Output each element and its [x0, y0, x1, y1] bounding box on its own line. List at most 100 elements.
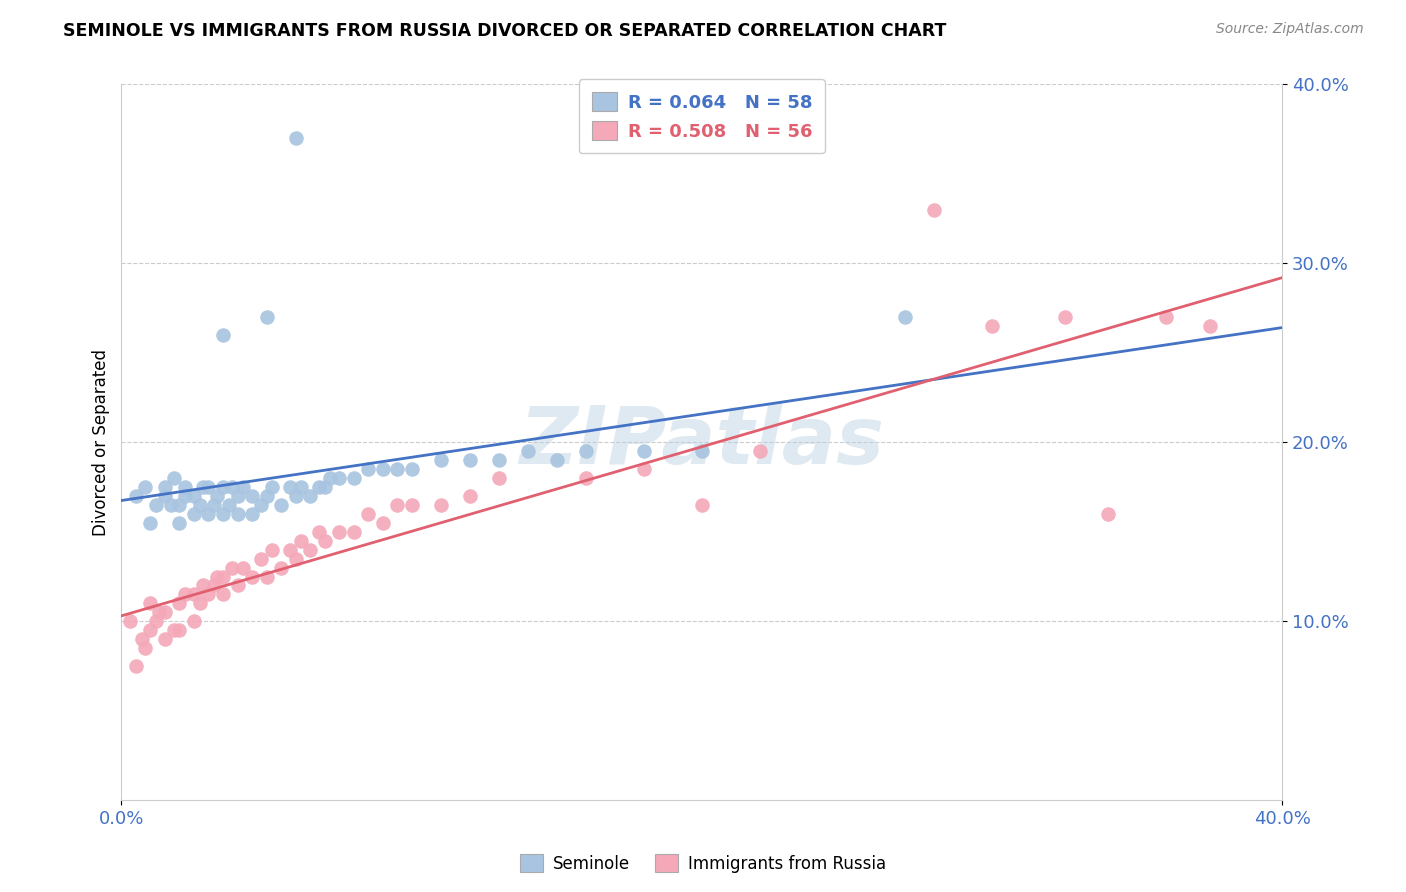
Point [240, 507, 263, 521]
Point [153, 632, 176, 647]
Point [1198, 318, 1220, 333]
Point [314, 480, 336, 494]
Point [690, 444, 713, 458]
Point [205, 489, 228, 503]
Point [894, 310, 917, 324]
Point [197, 587, 219, 601]
Point [284, 551, 307, 566]
Point [240, 569, 263, 583]
Point [240, 489, 263, 503]
Point [174, 480, 197, 494]
Point [212, 507, 235, 521]
Point [748, 444, 770, 458]
Point [159, 498, 181, 512]
Point [134, 480, 156, 494]
Point [139, 624, 162, 638]
Point [212, 569, 235, 583]
Point [270, 498, 292, 512]
Point [401, 498, 423, 512]
Point [342, 471, 364, 485]
Point [139, 516, 162, 530]
Point [174, 489, 197, 503]
Point [299, 489, 322, 503]
Point [308, 480, 330, 494]
Point [183, 587, 205, 601]
Legend: R = 0.064   N = 58, R = 0.508   N = 56: R = 0.064 N = 58, R = 0.508 N = 56 [579, 79, 825, 153]
Point [1097, 507, 1119, 521]
Point [299, 542, 322, 557]
Point [191, 480, 214, 494]
Point [169, 596, 191, 610]
Point [357, 462, 380, 476]
Point [371, 516, 394, 530]
Point [197, 480, 219, 494]
Point [575, 444, 598, 458]
Point [328, 524, 350, 539]
Y-axis label: Divorced or Separated: Divorced or Separated [93, 349, 110, 536]
Point [290, 480, 312, 494]
Point [385, 498, 408, 512]
Point [342, 524, 364, 539]
Point [458, 453, 481, 467]
Point [290, 533, 312, 548]
Legend: Seminole, Immigrants from Russia: Seminole, Immigrants from Russia [513, 847, 893, 880]
Point [262, 480, 284, 494]
Point [516, 444, 538, 458]
Point [314, 533, 336, 548]
Point [226, 507, 249, 521]
Point [148, 605, 170, 619]
Point [284, 131, 307, 145]
Point [308, 524, 330, 539]
Point [226, 489, 249, 503]
Point [371, 462, 394, 476]
Point [256, 569, 278, 583]
Point [153, 480, 176, 494]
Point [256, 310, 278, 324]
Point [385, 462, 408, 476]
Point [212, 328, 235, 343]
Point [575, 471, 598, 485]
Point [120, 614, 142, 628]
Point [249, 551, 271, 566]
Point [401, 462, 423, 476]
Point [429, 498, 451, 512]
Point [183, 614, 205, 628]
Point [319, 471, 342, 485]
Point [357, 507, 380, 521]
Text: SEMINOLE VS IMMIGRANTS FROM RUSSIA DIVORCED OR SEPARATED CORRELATION CHART: SEMINOLE VS IMMIGRANTS FROM RUSSIA DIVOR… [63, 22, 946, 40]
Point [278, 542, 301, 557]
Point [169, 624, 191, 638]
Point [633, 444, 655, 458]
Point [458, 489, 481, 503]
Point [163, 624, 186, 638]
Point [922, 202, 945, 217]
Point [125, 489, 148, 503]
Point [145, 498, 167, 512]
Point [278, 480, 301, 494]
Point [221, 560, 243, 574]
Point [1154, 310, 1177, 324]
Point [205, 569, 228, 583]
Point [169, 516, 191, 530]
Point [125, 659, 148, 673]
Text: ZIPatlas: ZIPatlas [519, 403, 884, 482]
Point [488, 453, 510, 467]
Point [202, 578, 225, 592]
Point [139, 596, 162, 610]
Point [429, 453, 451, 467]
Point [197, 507, 219, 521]
Point [218, 498, 240, 512]
Point [981, 318, 1004, 333]
Point [270, 560, 292, 574]
Point [226, 578, 249, 592]
Point [328, 471, 350, 485]
Point [153, 605, 176, 619]
Point [169, 498, 191, 512]
Point [284, 489, 307, 503]
Point [183, 507, 205, 521]
Text: Source: ZipAtlas.com: Source: ZipAtlas.com [1216, 22, 1364, 37]
Point [633, 462, 655, 476]
Point [262, 542, 284, 557]
Point [145, 614, 167, 628]
Point [131, 632, 153, 647]
